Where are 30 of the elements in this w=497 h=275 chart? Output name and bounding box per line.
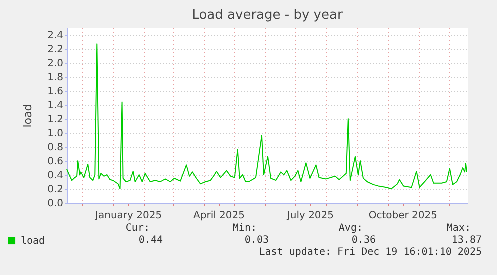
y-tick-label: 0.0 bbox=[48, 198, 64, 210]
y-tick-label: 2.4 bbox=[48, 30, 64, 42]
x-tick-label: July 2025 bbox=[286, 210, 334, 222]
y-tick-label: 0.2 bbox=[48, 184, 64, 196]
y-tick-label: 0.8 bbox=[48, 142, 64, 154]
text: 0.36 bbox=[352, 235, 376, 246]
text: 0.03 bbox=[244, 235, 269, 246]
y-tick-label: 2.0 bbox=[48, 58, 64, 70]
y-tick-label: 1.6 bbox=[48, 86, 64, 98]
x-tick-label: January 2025 bbox=[94, 210, 162, 222]
legend-label: load bbox=[21, 236, 46, 247]
text: Last update: Fri Dec 19 16:01:10 2025 bbox=[259, 247, 482, 258]
y-axis-title: load bbox=[22, 104, 35, 128]
chart-title: Load average - by year bbox=[192, 8, 344, 23]
text: Avg: bbox=[338, 223, 363, 234]
y-tick-label: 0.4 bbox=[48, 170, 64, 182]
line-series bbox=[66, 44, 468, 190]
x-tick-label: April 2025 bbox=[194, 210, 245, 222]
text: Cur: bbox=[126, 223, 150, 234]
text: 0.44 bbox=[138, 235, 163, 246]
text: 13.87 bbox=[452, 235, 482, 246]
y-tick-label: 1.8 bbox=[48, 72, 64, 84]
x-tick-label: October 2025 bbox=[368, 210, 438, 222]
text: Min: bbox=[232, 223, 257, 234]
y-tick-label: 1.0 bbox=[48, 128, 64, 140]
y-tick-label: 1.4 bbox=[48, 100, 64, 112]
y-tick-label: 2.2 bbox=[48, 44, 64, 56]
y-tick-label: 1.2 bbox=[48, 114, 64, 126]
y-tick-label: 0.6 bbox=[48, 156, 64, 168]
text: Max: bbox=[446, 223, 471, 234]
